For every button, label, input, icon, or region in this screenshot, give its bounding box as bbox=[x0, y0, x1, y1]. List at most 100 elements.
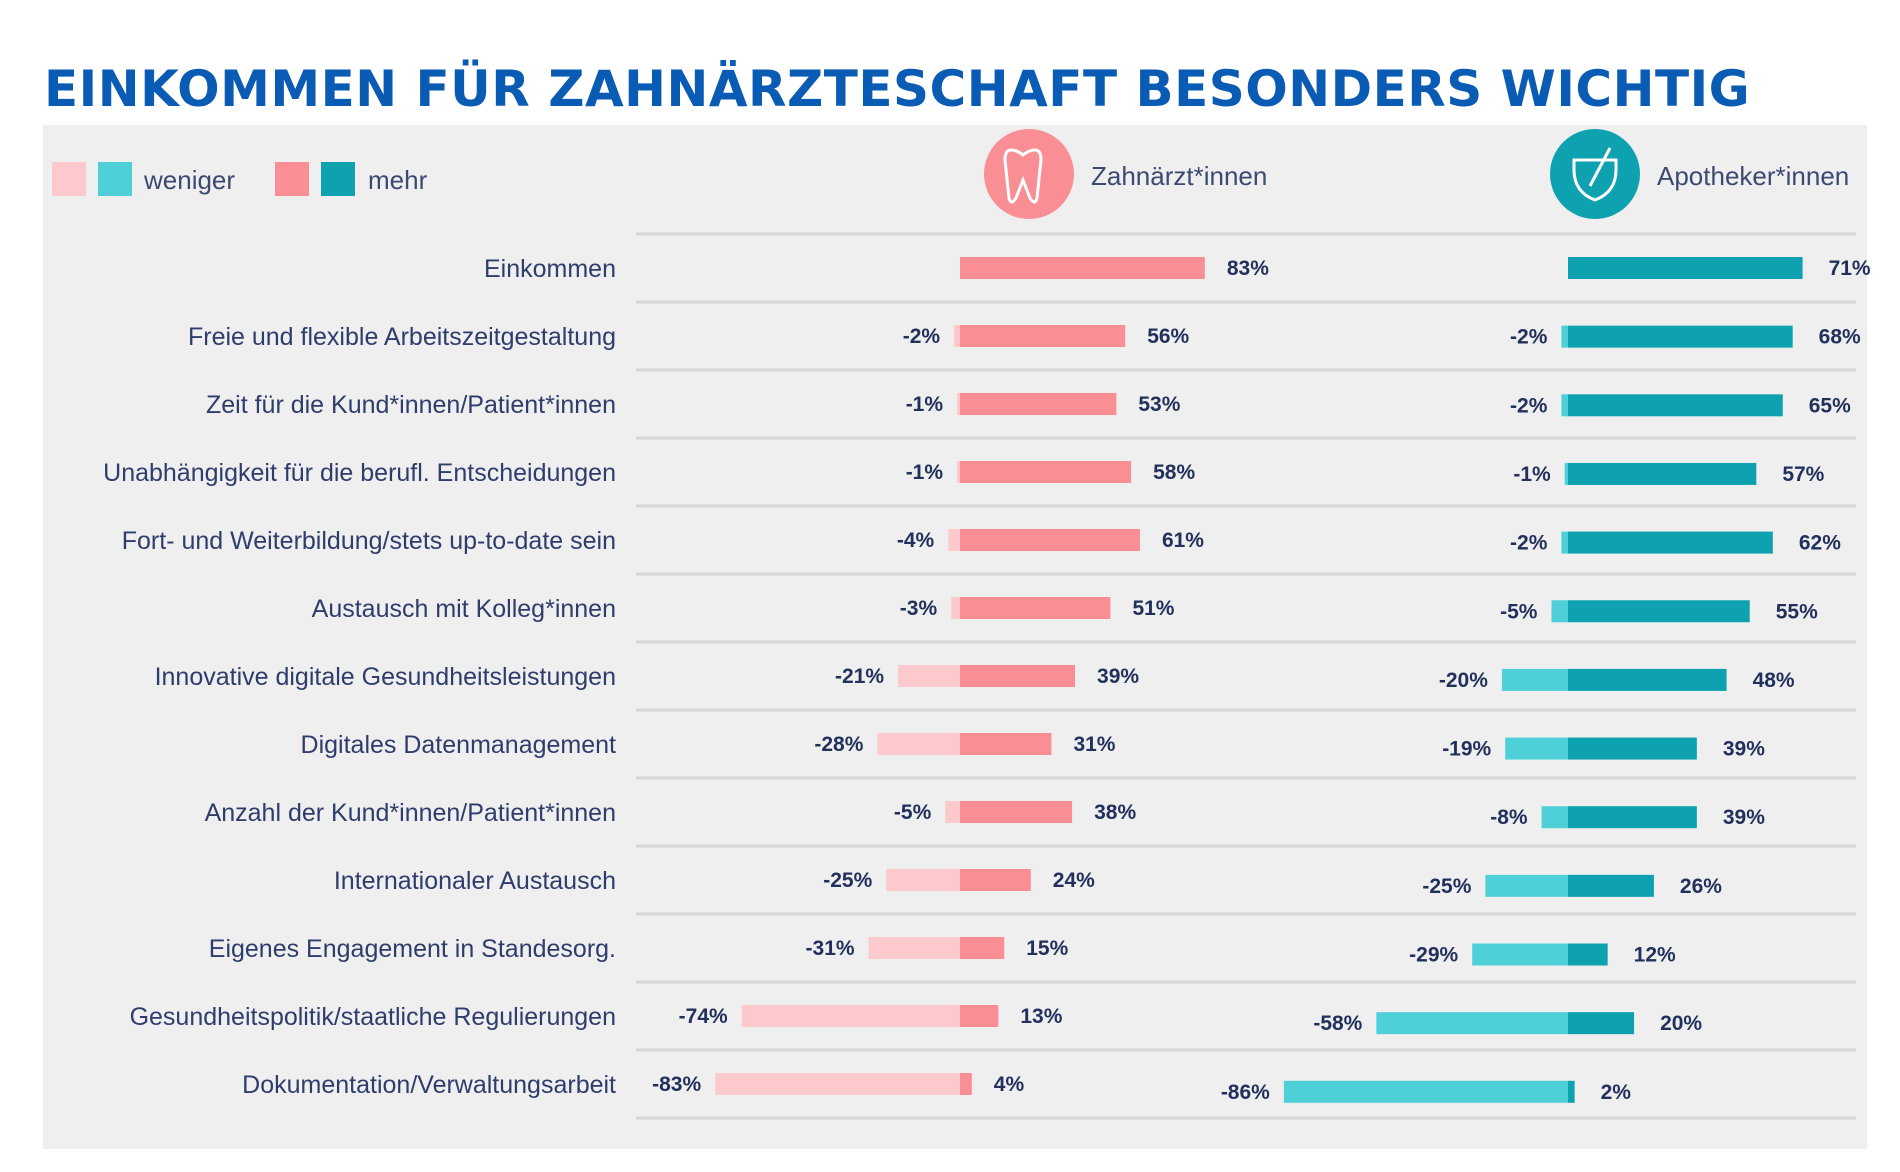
group-header-dentists: Zahnärzt*innen bbox=[984, 129, 1267, 219]
bar-dentists-less bbox=[951, 597, 960, 619]
value-label-pharmacists-more: 68% bbox=[1819, 326, 1861, 349]
bar-dentists-less bbox=[741, 1005, 960, 1027]
legend-label-more: mehr bbox=[368, 165, 428, 195]
value-label-pharmacists-less: -58% bbox=[1313, 1012, 1362, 1035]
bar-dentists-more bbox=[960, 665, 1076, 687]
legend-swatch-pharm-more bbox=[321, 162, 355, 196]
value-label-pharmacists-less: -5% bbox=[1500, 600, 1538, 623]
value-label-dentists-more: 15% bbox=[1026, 937, 1068, 960]
value-label-pharmacists-less: -2% bbox=[1510, 532, 1548, 555]
bar-dentists-more bbox=[960, 937, 1005, 959]
bar-pharmacists-more bbox=[1568, 737, 1697, 760]
bar-pharmacists-less bbox=[1561, 531, 1568, 554]
bar-dentists-more bbox=[960, 733, 1052, 755]
value-label-dentists-less: -74% bbox=[679, 1005, 728, 1028]
group-label-pharmacists: Apotheker*innen bbox=[1657, 161, 1849, 191]
bar-pharmacists-more bbox=[1568, 531, 1773, 554]
value-label-dentists-less: -25% bbox=[823, 869, 872, 892]
bar-pharmacists-less bbox=[1551, 600, 1568, 623]
bar-dentists-less bbox=[957, 461, 960, 483]
tooth-icon bbox=[984, 129, 1074, 219]
bar-dentists-more bbox=[960, 801, 1073, 823]
bar-dentists-less bbox=[868, 937, 960, 959]
value-label-pharmacists-more: 55% bbox=[1776, 600, 1818, 623]
value-label-dentists-less: -1% bbox=[906, 393, 944, 416]
category-label: Freie und flexible Arbeitszeitgestaltung bbox=[188, 323, 616, 351]
value-label-dentists-less: -4% bbox=[897, 529, 935, 552]
mortar-pestle-icon bbox=[1550, 129, 1640, 219]
bar-pharmacists-more bbox=[1568, 668, 1727, 691]
bar-pharmacists-more bbox=[1568, 325, 1793, 348]
bar-pharmacists-more bbox=[1568, 394, 1783, 417]
category-label: Digitales Datenmanagement bbox=[301, 731, 617, 759]
bar-dentists-less bbox=[948, 529, 960, 551]
bar-dentists-less bbox=[886, 869, 960, 891]
bar-dentists-more bbox=[960, 1073, 972, 1095]
value-label-pharmacists-less: -19% bbox=[1442, 738, 1491, 761]
bar-pharmacists-less bbox=[1376, 1012, 1568, 1035]
value-label-pharmacists-less: -86% bbox=[1221, 1081, 1270, 1104]
category-label: Zeit für die Kund*innen/Patient*innen bbox=[206, 391, 616, 419]
category-label: Gesundheitspolitik/staatliche Regulierun… bbox=[130, 1003, 616, 1031]
value-label-dentists-less: -5% bbox=[894, 801, 932, 824]
value-label-dentists-less: -31% bbox=[806, 937, 855, 960]
bar-dentists-less bbox=[877, 733, 960, 755]
value-label-dentists-more: 56% bbox=[1147, 325, 1189, 348]
value-label-dentists-more: 13% bbox=[1020, 1005, 1062, 1028]
value-label-dentists-less: -83% bbox=[652, 1073, 701, 1096]
bar-dentists-more bbox=[960, 597, 1111, 619]
group-header-pharmacists: Apotheker*innen bbox=[1550, 129, 1849, 219]
value-label-dentists-more: 24% bbox=[1053, 869, 1095, 892]
value-label-pharmacists-less: -1% bbox=[1513, 463, 1551, 486]
bar-dentists-more bbox=[960, 461, 1132, 483]
legend-swatch-dent-less bbox=[52, 162, 86, 196]
chart-rows: Einkommen 83% 71% Freie und flexible Arbeit… bbox=[103, 232, 1871, 1120]
bar-pharmacists-more bbox=[1568, 600, 1750, 623]
value-label-pharmacists-more: 39% bbox=[1723, 806, 1765, 829]
value-label-pharmacists-less: -25% bbox=[1422, 875, 1471, 898]
value-label-dentists-more: 51% bbox=[1132, 597, 1174, 620]
bar-pharmacists-more bbox=[1568, 462, 1757, 485]
chart-title: EINKOMMEN FÜR ZAHNÄRZTESCHAFT BESONDERS … bbox=[44, 60, 1751, 118]
value-label-pharmacists-more: 71% bbox=[1829, 257, 1871, 280]
bar-dentists-more bbox=[960, 393, 1117, 415]
value-label-pharmacists-more: 62% bbox=[1799, 532, 1841, 555]
value-label-dentists-more: 83% bbox=[1227, 257, 1269, 280]
bar-dentists-more bbox=[960, 257, 1205, 279]
bar-dentists-more bbox=[960, 529, 1140, 551]
bar-dentists-less bbox=[957, 393, 960, 415]
value-label-dentists-more: 31% bbox=[1073, 733, 1115, 756]
bar-dentists-less bbox=[945, 801, 960, 823]
value-label-pharmacists-less: -20% bbox=[1439, 669, 1488, 692]
bar-pharmacists-less bbox=[1564, 462, 1568, 485]
bar-pharmacists-more bbox=[1568, 943, 1608, 966]
bar-pharmacists-less bbox=[1505, 737, 1568, 760]
chart-panel bbox=[43, 125, 1867, 1149]
value-label-pharmacists-more: 26% bbox=[1680, 875, 1722, 898]
value-label-dentists-more: 61% bbox=[1162, 529, 1204, 552]
bar-pharmacists-less bbox=[1485, 874, 1568, 897]
value-label-dentists-less: -3% bbox=[900, 597, 938, 620]
value-label-pharmacists-more: 2% bbox=[1601, 1081, 1632, 1104]
bar-pharmacists-more bbox=[1568, 874, 1654, 897]
bar-pharmacists-less bbox=[1561, 325, 1568, 348]
bar-pharmacists-less bbox=[1541, 806, 1568, 829]
bar-dentists-less bbox=[898, 665, 960, 687]
bar-dentists-less bbox=[715, 1073, 960, 1095]
value-label-dentists-more: 53% bbox=[1138, 393, 1180, 416]
value-label-pharmacists-less: -8% bbox=[1490, 806, 1528, 829]
value-label-dentists-more: 58% bbox=[1153, 461, 1195, 484]
legend: weniger mehr bbox=[52, 162, 428, 196]
bar-pharmacists-less bbox=[1472, 943, 1568, 966]
bar-dentists-more bbox=[960, 869, 1031, 891]
category-label: Einkommen bbox=[484, 255, 616, 283]
category-label: Eigenes Engagement in Standesorg. bbox=[209, 935, 616, 963]
value-label-pharmacists-more: 20% bbox=[1660, 1012, 1702, 1035]
legend-label-less: weniger bbox=[143, 165, 235, 195]
category-label: Innovative digitale Gesundheitsleistunge… bbox=[155, 663, 616, 691]
bar-pharmacists-less bbox=[1501, 668, 1568, 691]
value-label-dentists-less: -2% bbox=[903, 325, 941, 348]
category-label: Unabhängigkeit für die berufl. Entscheid… bbox=[103, 459, 616, 487]
value-label-pharmacists-more: 39% bbox=[1723, 738, 1765, 761]
category-label: Anzahl der Kund*innen/Patient*innen bbox=[205, 799, 616, 827]
